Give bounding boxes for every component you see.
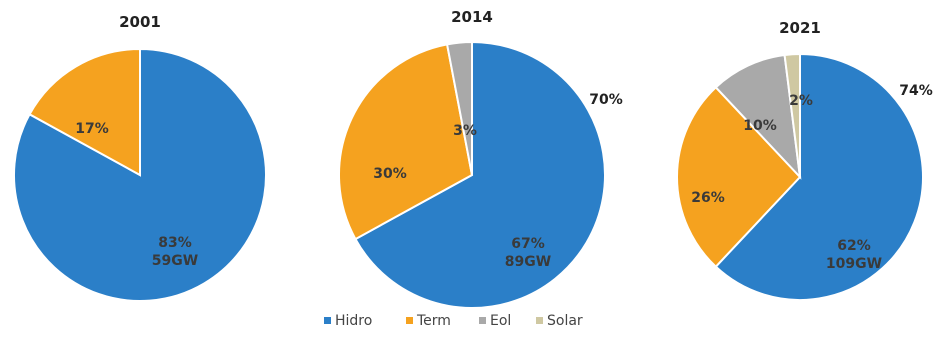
chart-title: 2014 <box>451 8 493 26</box>
chart-title: 2021 <box>779 19 821 37</box>
slice-label: 30% <box>373 166 407 182</box>
pie-slice-hidro <box>714 52 924 301</box>
pie-slice-eol <box>445 40 473 176</box>
slice-label: 2% <box>789 93 813 109</box>
outside-label: 74% <box>899 83 933 99</box>
pie-slice-term <box>676 85 802 269</box>
pie-chart-2021: 2021 62% 109GW 26% 10% 2% 74% <box>676 19 933 301</box>
legend-swatch-term <box>406 317 413 324</box>
legend-swatch-hidro <box>324 317 331 324</box>
slice-label: 67% 89GW <box>505 236 551 270</box>
pie-slice-hidro <box>354 40 606 309</box>
chart-title: 2001 <box>119 13 161 31</box>
slice-label: 26% <box>691 190 725 206</box>
legend-label-eol: Eol <box>490 313 511 329</box>
pie-slice-eol <box>714 53 802 180</box>
pie-slice-term <box>28 47 141 177</box>
slice-label: 83% 59GW <box>152 235 198 269</box>
slice-label: 3% <box>453 123 477 139</box>
legend-label-solar: Solar <box>547 313 583 329</box>
legend-swatch-eol <box>479 317 486 324</box>
slice-label: 17% <box>75 121 109 137</box>
slice-label: 10% <box>743 118 777 134</box>
legend-label-term: Term <box>416 313 451 329</box>
pie-slice-solar <box>783 52 801 178</box>
pie-chart-2014: 2014 67% 89GW 30% 3% 70% <box>338 8 623 309</box>
pie-slice-term <box>338 43 474 241</box>
legend-label-hidro: Hidro <box>335 313 372 329</box>
legend-swatch-solar <box>536 317 543 324</box>
slice-label: 62% 109GW <box>826 238 882 272</box>
legend: Hidro Term Eol Solar <box>324 313 583 329</box>
pie-chart-2001: 2001 83% 59GW 17% <box>13 13 267 302</box>
outside-label: 70% <box>589 92 623 108</box>
